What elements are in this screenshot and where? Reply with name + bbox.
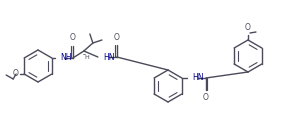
Text: HN: HN <box>192 73 203 83</box>
Text: NH: NH <box>60 54 71 62</box>
Text: H: H <box>85 55 90 60</box>
Text: HN: HN <box>103 52 114 61</box>
Text: O: O <box>114 33 120 41</box>
Text: O: O <box>70 34 76 42</box>
Text: O: O <box>12 70 18 78</box>
Text: O: O <box>203 93 209 103</box>
Text: O: O <box>245 24 251 33</box>
